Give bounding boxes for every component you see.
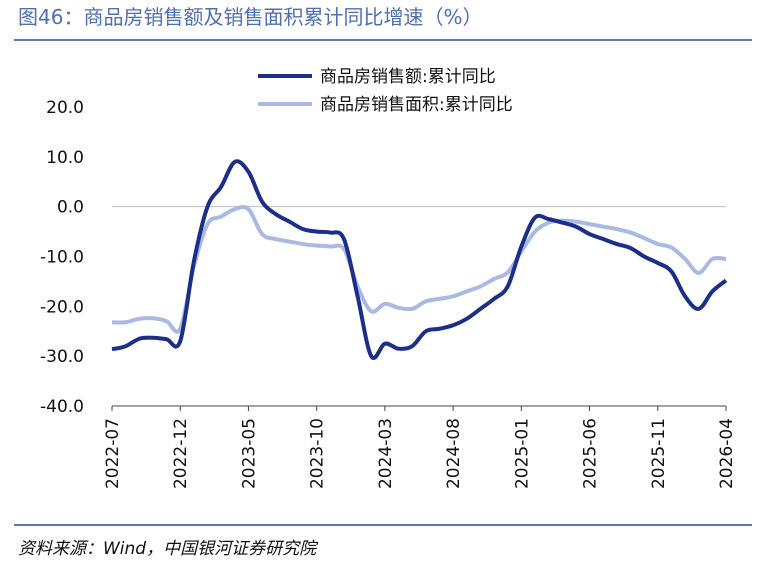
- x-tick-label: 2025-11: [649, 418, 669, 489]
- y-tick-label: -10.0: [40, 248, 84, 268]
- x-tick-label: 2024-08: [444, 418, 464, 489]
- x-tick-label: 2025-01: [512, 418, 532, 489]
- x-tick-label: 2024-03: [376, 418, 396, 489]
- x-tick-label: 2025-06: [581, 418, 601, 489]
- x-tick-label: 2026-04: [717, 418, 737, 489]
- y-tick-label: -30.0: [40, 347, 84, 367]
- x-tick-label: 2023-10: [308, 418, 328, 489]
- y-tick-label: -20.0: [40, 297, 84, 317]
- source-note: 资料来源：Wind，中国银河证券研究院: [18, 539, 319, 559]
- y-tick-label: -40.0: [40, 397, 84, 417]
- series-line: [111, 159, 728, 360]
- y-tick-label: 10.0: [46, 148, 84, 168]
- x-tick-label: 2022-12: [171, 418, 191, 489]
- series-line: [111, 205, 727, 334]
- x-tick-label: 2022-07: [103, 418, 123, 489]
- y-tick-label: 0.0: [57, 198, 84, 218]
- legend-label: 商品房销售额:累计同比: [320, 67, 496, 87]
- y-tick-label: 20.0: [46, 98, 84, 118]
- x-tick-label: 2023-05: [239, 418, 259, 489]
- chart-title: 图46：商品房销售额及销售面积累计同比增速（%）: [18, 5, 482, 29]
- legend-label: 商品房销售面积:累计同比: [320, 95, 513, 115]
